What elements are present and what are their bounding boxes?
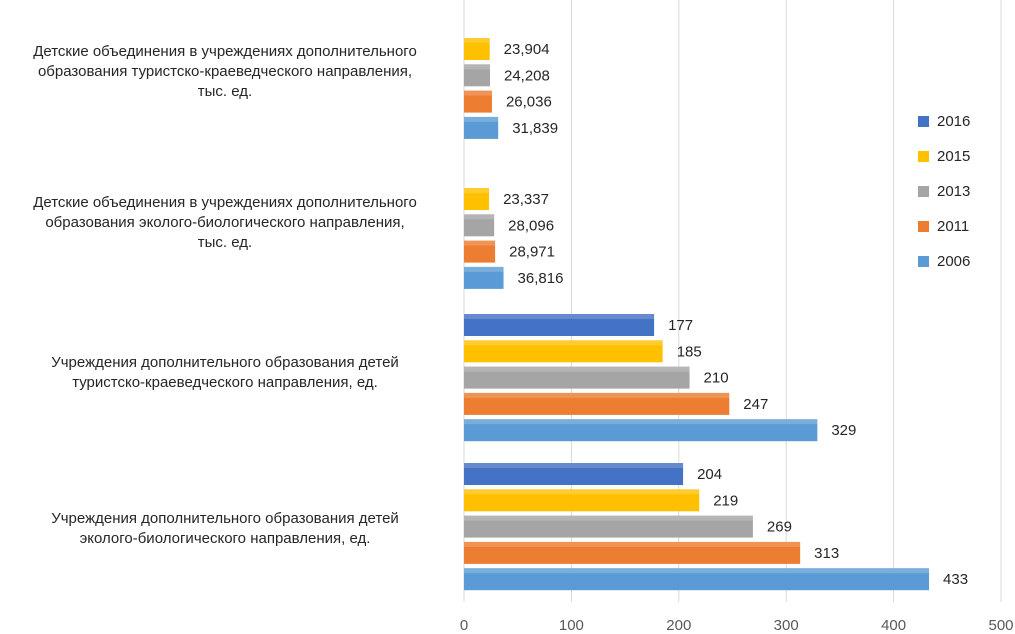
data-label: 329 [831,422,856,439]
category-label: Детские объединения в учреждениях дополн… [0,42,450,102]
data-label: 433 [943,571,968,588]
legend-item-2006: 2006 [918,244,970,279]
bar-highlight [464,38,490,43]
bar-highlight [464,515,753,521]
bar-highlight [464,541,801,547]
data-label: 219 [713,492,738,509]
bar-2006 [464,419,818,442]
legend-label: 2011 [937,218,970,235]
bar-2006 [464,116,499,139]
data-label: 210 [704,370,729,387]
category-label-line: тыс. ед. [197,234,253,251]
legend: 2016 2015 2013 2011 2006 [918,104,970,279]
data-label: 36,816 [518,270,564,287]
bar-2013 [464,214,495,237]
category-label-line: образования туристско-краеведческого нап… [37,63,413,80]
bar-highlight [464,214,495,220]
x-tick-label: 0 [460,617,468,634]
bar-highlight [464,188,490,193]
legend-label: 2015 [937,148,971,165]
data-label: 31,839 [512,120,558,137]
bar-highlight [464,392,730,398]
legend-swatch [918,256,929,267]
category-label-line: эколого-биологического направления, ед. [79,530,371,547]
bar-highlight [464,314,655,319]
category-label: Учреждения дополнительного образования д… [0,509,450,549]
category-label-line: Детские объединения в учреждениях дополн… [33,43,417,60]
category-label: Учреждения дополнительного образования д… [0,353,450,393]
x-tick-label: 200 [666,617,691,634]
legend-swatch [918,116,929,127]
bar-2015 [464,489,700,512]
bar-2015 [464,188,490,210]
x-tick-label: 400 [881,617,906,634]
category-label: Детские объединения в учреждениях дополн… [0,193,450,253]
category-label-line: Детские объединения в учреждениях дополн… [33,194,417,211]
bar-highlight [464,366,690,372]
bar-2006 [464,568,930,591]
data-label: 28,971 [509,244,555,261]
value-labels: 23,904 24,208 26,036 31,839 23,337 28,096 28,9… [503,41,968,588]
data-label: 247 [743,396,768,413]
data-label: 23,337 [503,191,549,208]
bar-2016 [464,314,655,336]
data-label: 204 [697,466,722,483]
legend-swatch [918,186,929,197]
bar-2013 [464,366,690,389]
bar-highlight [464,463,684,468]
category-label-line: тыс. ед. [197,83,253,100]
bar-highlight [464,419,818,425]
data-label: 185 [677,343,702,360]
legend-item-2015: 2015 [918,139,970,174]
legend-item-2011: 2011 [918,209,970,244]
x-axis-ticks: 0 100 200 300 400 500 [460,617,1014,634]
data-label: 177 [668,317,693,334]
bar-2013 [464,515,753,538]
category-label-line: Учреждения дополнительного образования д… [51,510,399,527]
x-tick-label: 100 [559,617,584,634]
data-label: 28,096 [508,217,554,234]
bar-2015 [464,38,490,60]
data-label: 313 [814,545,839,562]
category-label-line: Учреждения дополнительного образования д… [51,354,399,371]
legend-label: 2013 [937,183,971,200]
legend-label: 2016 [937,113,971,130]
gridlines [463,0,1002,602]
data-label: 269 [767,519,792,536]
bar-2006 [464,266,504,289]
legend-swatch [918,221,929,232]
bar-2011 [464,541,801,564]
bar-highlight [464,90,492,96]
bar-2013 [464,64,490,87]
legend-item-2016: 2016 [918,104,970,139]
legend-swatch [918,151,929,162]
bar-highlight [464,266,504,272]
bar-2011 [464,392,730,415]
data-label: 23,904 [504,41,550,58]
data-label: 26,036 [506,94,552,111]
bar-2011 [464,90,492,113]
category-label-line: туристско-краеведческого направления, ед… [72,374,378,391]
bar-highlight [464,240,496,246]
bar-2015 [464,340,663,363]
bar-2011 [464,240,496,263]
category-label-line: образования эколого-биологического напра… [45,214,405,231]
bar-highlight [464,64,490,70]
bar-highlight [464,489,700,495]
x-tick-label: 300 [774,617,799,634]
legend-label: 2006 [937,253,971,270]
x-tick-label: 500 [988,617,1013,634]
data-label: 24,208 [504,67,550,84]
bar-2016 [464,463,684,485]
bar-highlight [464,116,499,122]
bar-highlight [464,568,930,574]
bars [464,38,930,591]
legend-item-2013: 2013 [918,174,970,209]
bar-highlight [464,340,663,346]
